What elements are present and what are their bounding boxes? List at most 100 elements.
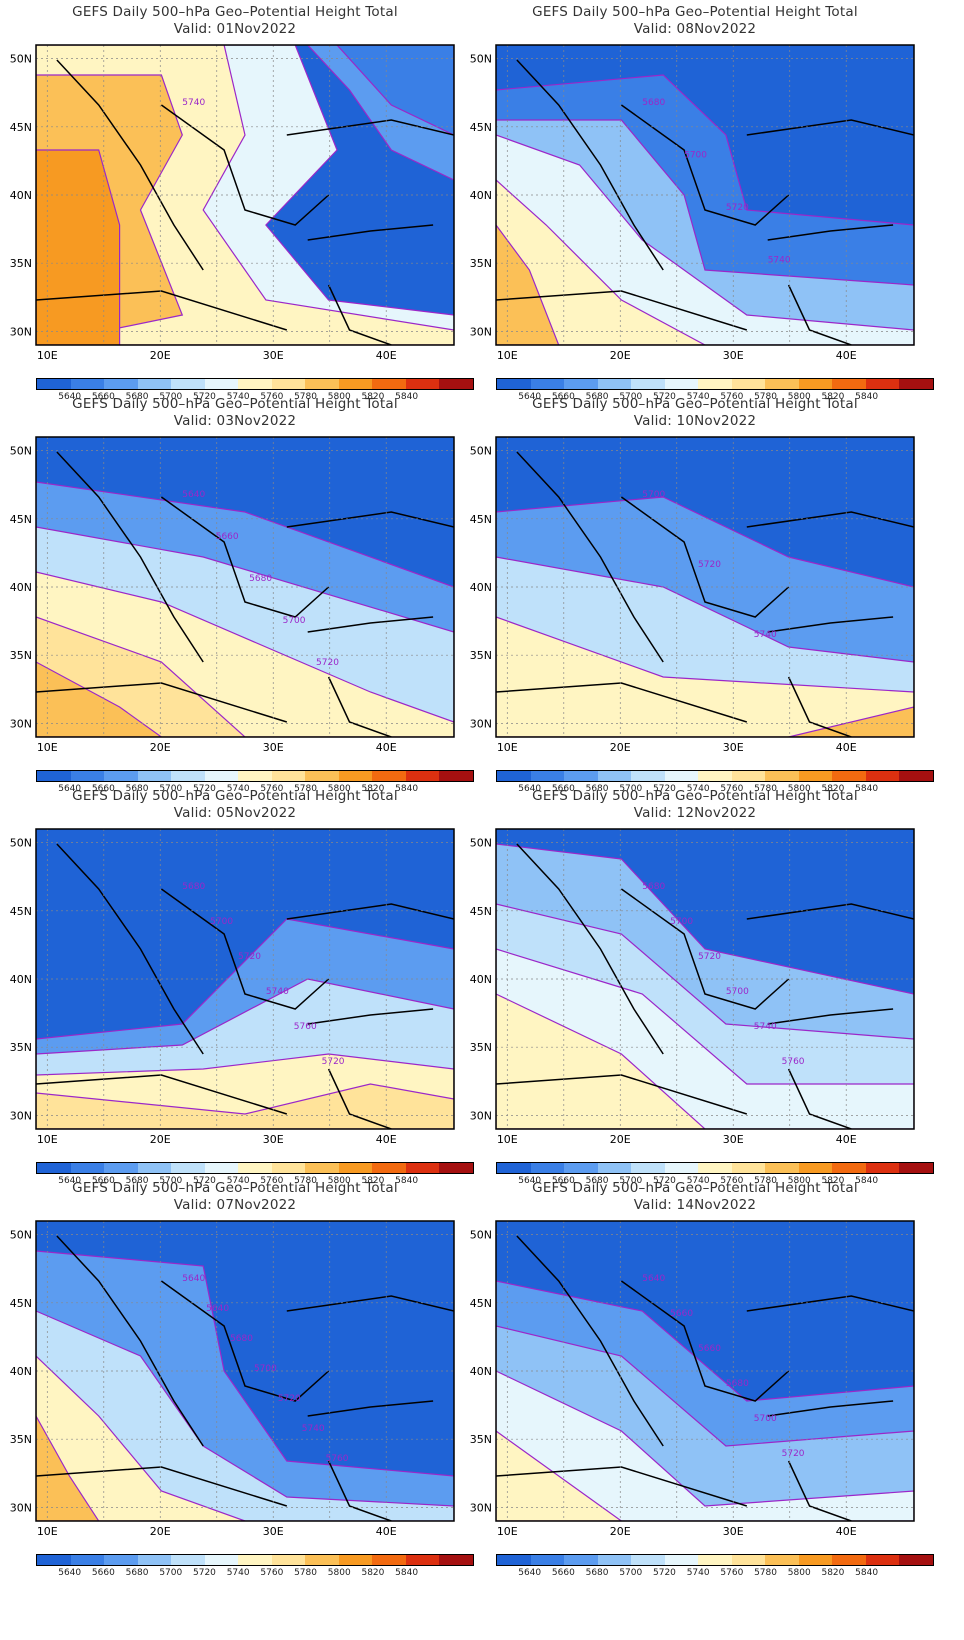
contour-label: 5700 [754,1414,777,1424]
colorbar-label: 5780 [294,1568,317,1578]
colorbar-label: 5760 [260,784,284,794]
colorbar-label: 5760 [260,392,284,402]
contour-label: 5740 [768,256,791,266]
colorbar-swatch [631,379,665,389]
coastline [286,119,454,136]
colorbar-label: 5680 [585,392,609,402]
colorbar-labels: 5640 5660 5680 5700 5720 5740 5760 5780 5800 5820… [496,784,934,796]
coastline [327,1460,392,1521]
colorbar [36,1554,474,1566]
y-tick-label: 50N [10,1229,32,1242]
colorbar-swatch [597,1555,632,1565]
colorbar-swatch [171,379,205,389]
colorbar-label: 5700 [159,1176,183,1186]
colorbar-swatch [832,1163,866,1173]
colorbar-label: 5840 [855,1176,879,1186]
colorbar-swatch [104,1163,138,1173]
colorbar-label: 5820 [821,784,845,794]
y-tick-label: 50N [470,53,492,66]
colorbar-label: 5780 [754,784,777,794]
colorbar-label: 5800 [327,784,351,794]
colorbar-swatch [832,1555,866,1565]
contour-label: 5640 [642,1274,665,1284]
colorbar-swatch [765,1163,799,1173]
x-tick-label: 30E [263,1525,284,1538]
colorbar-label: 5760 [720,1568,744,1578]
map-frame [35,1220,455,1522]
colorbar-label: 5660 [91,784,115,794]
contour-label: 5660 [670,1309,693,1319]
colorbar-label: 5780 [294,392,317,402]
x-tick-label: 30E [263,1133,284,1146]
contour-label: 5740 [754,630,777,640]
coastline [746,511,914,528]
colorbar-label: 5820 [361,784,385,794]
panel-title: GEFS Daily 500–hPa Geo–Potential Height … [532,4,858,20]
colorbar-swatch [37,1163,71,1173]
colorbar-swatch [865,771,900,781]
y-tick-label: 50N [10,53,32,66]
colorbar-labels: 5640 5660 5680 5700 5720 5740 5760 5780 5800 5820… [36,1568,474,1580]
coastline [286,1295,454,1312]
colorbar-swatch [372,1555,406,1565]
colorbar-label: 5740 [686,784,710,794]
colorbar-swatch [372,771,406,781]
colorbar-swatch [70,771,105,781]
colorbar-label: 5740 [226,1176,250,1186]
colorbar-label: 5680 [125,784,149,794]
coastline [746,119,914,136]
colorbar-swatch [899,1555,933,1565]
y-tick-label: 45N [10,1297,32,1310]
x-tick-label: 30E [723,741,744,754]
colorbar [496,1162,934,1174]
coastline [767,1008,894,1025]
x-tick-label: 30E [723,1133,744,1146]
y-tick-label: 30N [10,717,32,730]
contour-label: 5700 [684,151,707,161]
colorbar-swatch [439,379,473,389]
x-tick-label: 20E [610,741,631,754]
colorbar-label: 5680 [585,784,609,794]
x-tick-label: 40E [376,1525,397,1538]
y-tick-label: 35N [470,257,492,270]
colorbar-label: 5640 [58,1176,82,1186]
x-tick-label: 10E [497,349,518,362]
colorbar-swatch [497,1163,531,1173]
colorbar-labels: 5640 5660 5680 5700 5720 5740 5760 5780 5800 5820… [496,1176,934,1188]
x-tick-label: 20E [150,349,171,362]
colorbar-label: 5740 [226,392,250,402]
panel-title: GEFS Daily 500–hPa Geo–Potential Height … [72,4,398,20]
y-tick-label: 35N [470,1041,492,1054]
colorbar-swatch [70,1163,105,1173]
panel-valid-date: Valid: 12Nov2022 [633,805,757,821]
colorbar-swatch [271,771,306,781]
y-tick-label: 40N [470,973,492,986]
y-tick-label: 50N [10,837,32,850]
coastline [746,903,914,920]
colorbar-swatch [798,771,833,781]
colorbar-label: 5740 [226,1568,250,1578]
colorbar-swatch [631,1555,665,1565]
colorbar-swatch [104,379,138,389]
height-map: 5640 5660 5680 5700 5720 50N 45N 40N 35N 30N 10E 20… [10,436,455,754]
y-tick-label: 40N [470,581,492,594]
colorbar-label: 5740 [686,392,710,402]
coastline [516,1235,664,1447]
colorbar-label: 5720 [193,392,216,402]
coastline [767,224,894,241]
coastline [307,224,434,241]
coastline [496,290,748,331]
colorbar-swatch [238,1163,272,1173]
colorbar-swatch [137,1555,172,1565]
colorbar [496,378,934,390]
colorbar-swatch [865,1163,900,1173]
panel-valid-date: Valid: 08Nov2022 [633,21,757,37]
colorbar-swatch [439,1163,473,1173]
height-band [496,223,560,345]
colorbar-swatch [137,771,172,781]
coastline [160,1280,330,1402]
colorbar-swatch [798,1555,833,1565]
x-tick-label: 40E [376,349,397,362]
coastline [56,1235,204,1447]
x-tick-label: 20E [610,349,631,362]
